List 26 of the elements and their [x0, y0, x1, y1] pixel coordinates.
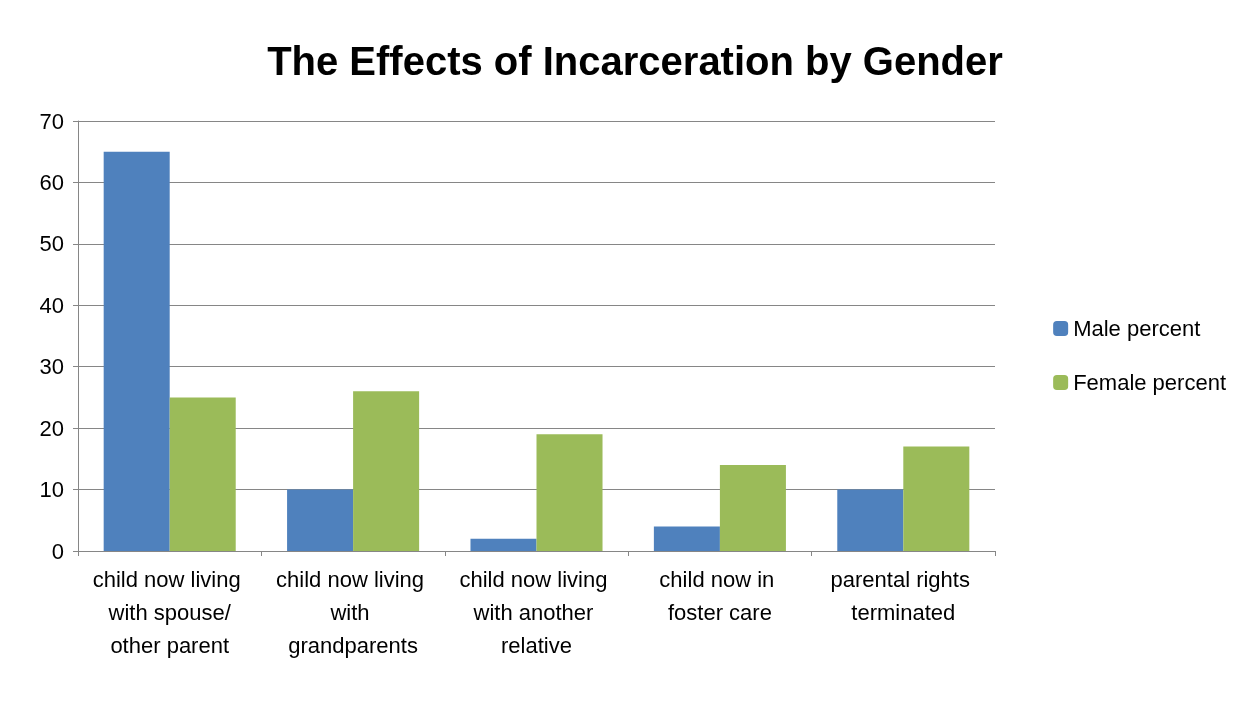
y-tick-label: 20	[39, 415, 64, 441]
x-tick-label: child now living with grandparents	[276, 567, 431, 658]
bar	[653, 526, 720, 551]
y-tick-label: 60	[39, 169, 64, 195]
bar	[169, 397, 236, 551]
x-tick-label: parental rights terminated	[830, 567, 977, 625]
bar	[837, 489, 904, 551]
bar	[470, 538, 537, 551]
y-tick-label: 40	[39, 292, 64, 318]
bar	[287, 489, 354, 551]
legend-label: Male percent	[1073, 316, 1201, 341]
bar	[103, 151, 170, 551]
bar	[719, 465, 786, 551]
y-tick-label: 0	[51, 538, 64, 564]
y-tick-label: 50	[39, 231, 64, 257]
x-tick-label: child now living with another relative	[459, 567, 614, 658]
y-tick-label: 70	[39, 108, 64, 134]
bar	[903, 446, 970, 551]
y-tick-label: 10	[39, 477, 64, 503]
legend-label: Female percent	[1073, 370, 1227, 395]
x-tick-label: child now living with spouse/other parent	[92, 567, 247, 658]
chart-title: The Effects of Incarceration by Gender	[267, 39, 1003, 83]
x-tick-label: child now in foster care	[659, 567, 781, 625]
bar	[353, 391, 420, 551]
bar	[536, 434, 603, 551]
y-tick-label: 30	[39, 354, 64, 380]
